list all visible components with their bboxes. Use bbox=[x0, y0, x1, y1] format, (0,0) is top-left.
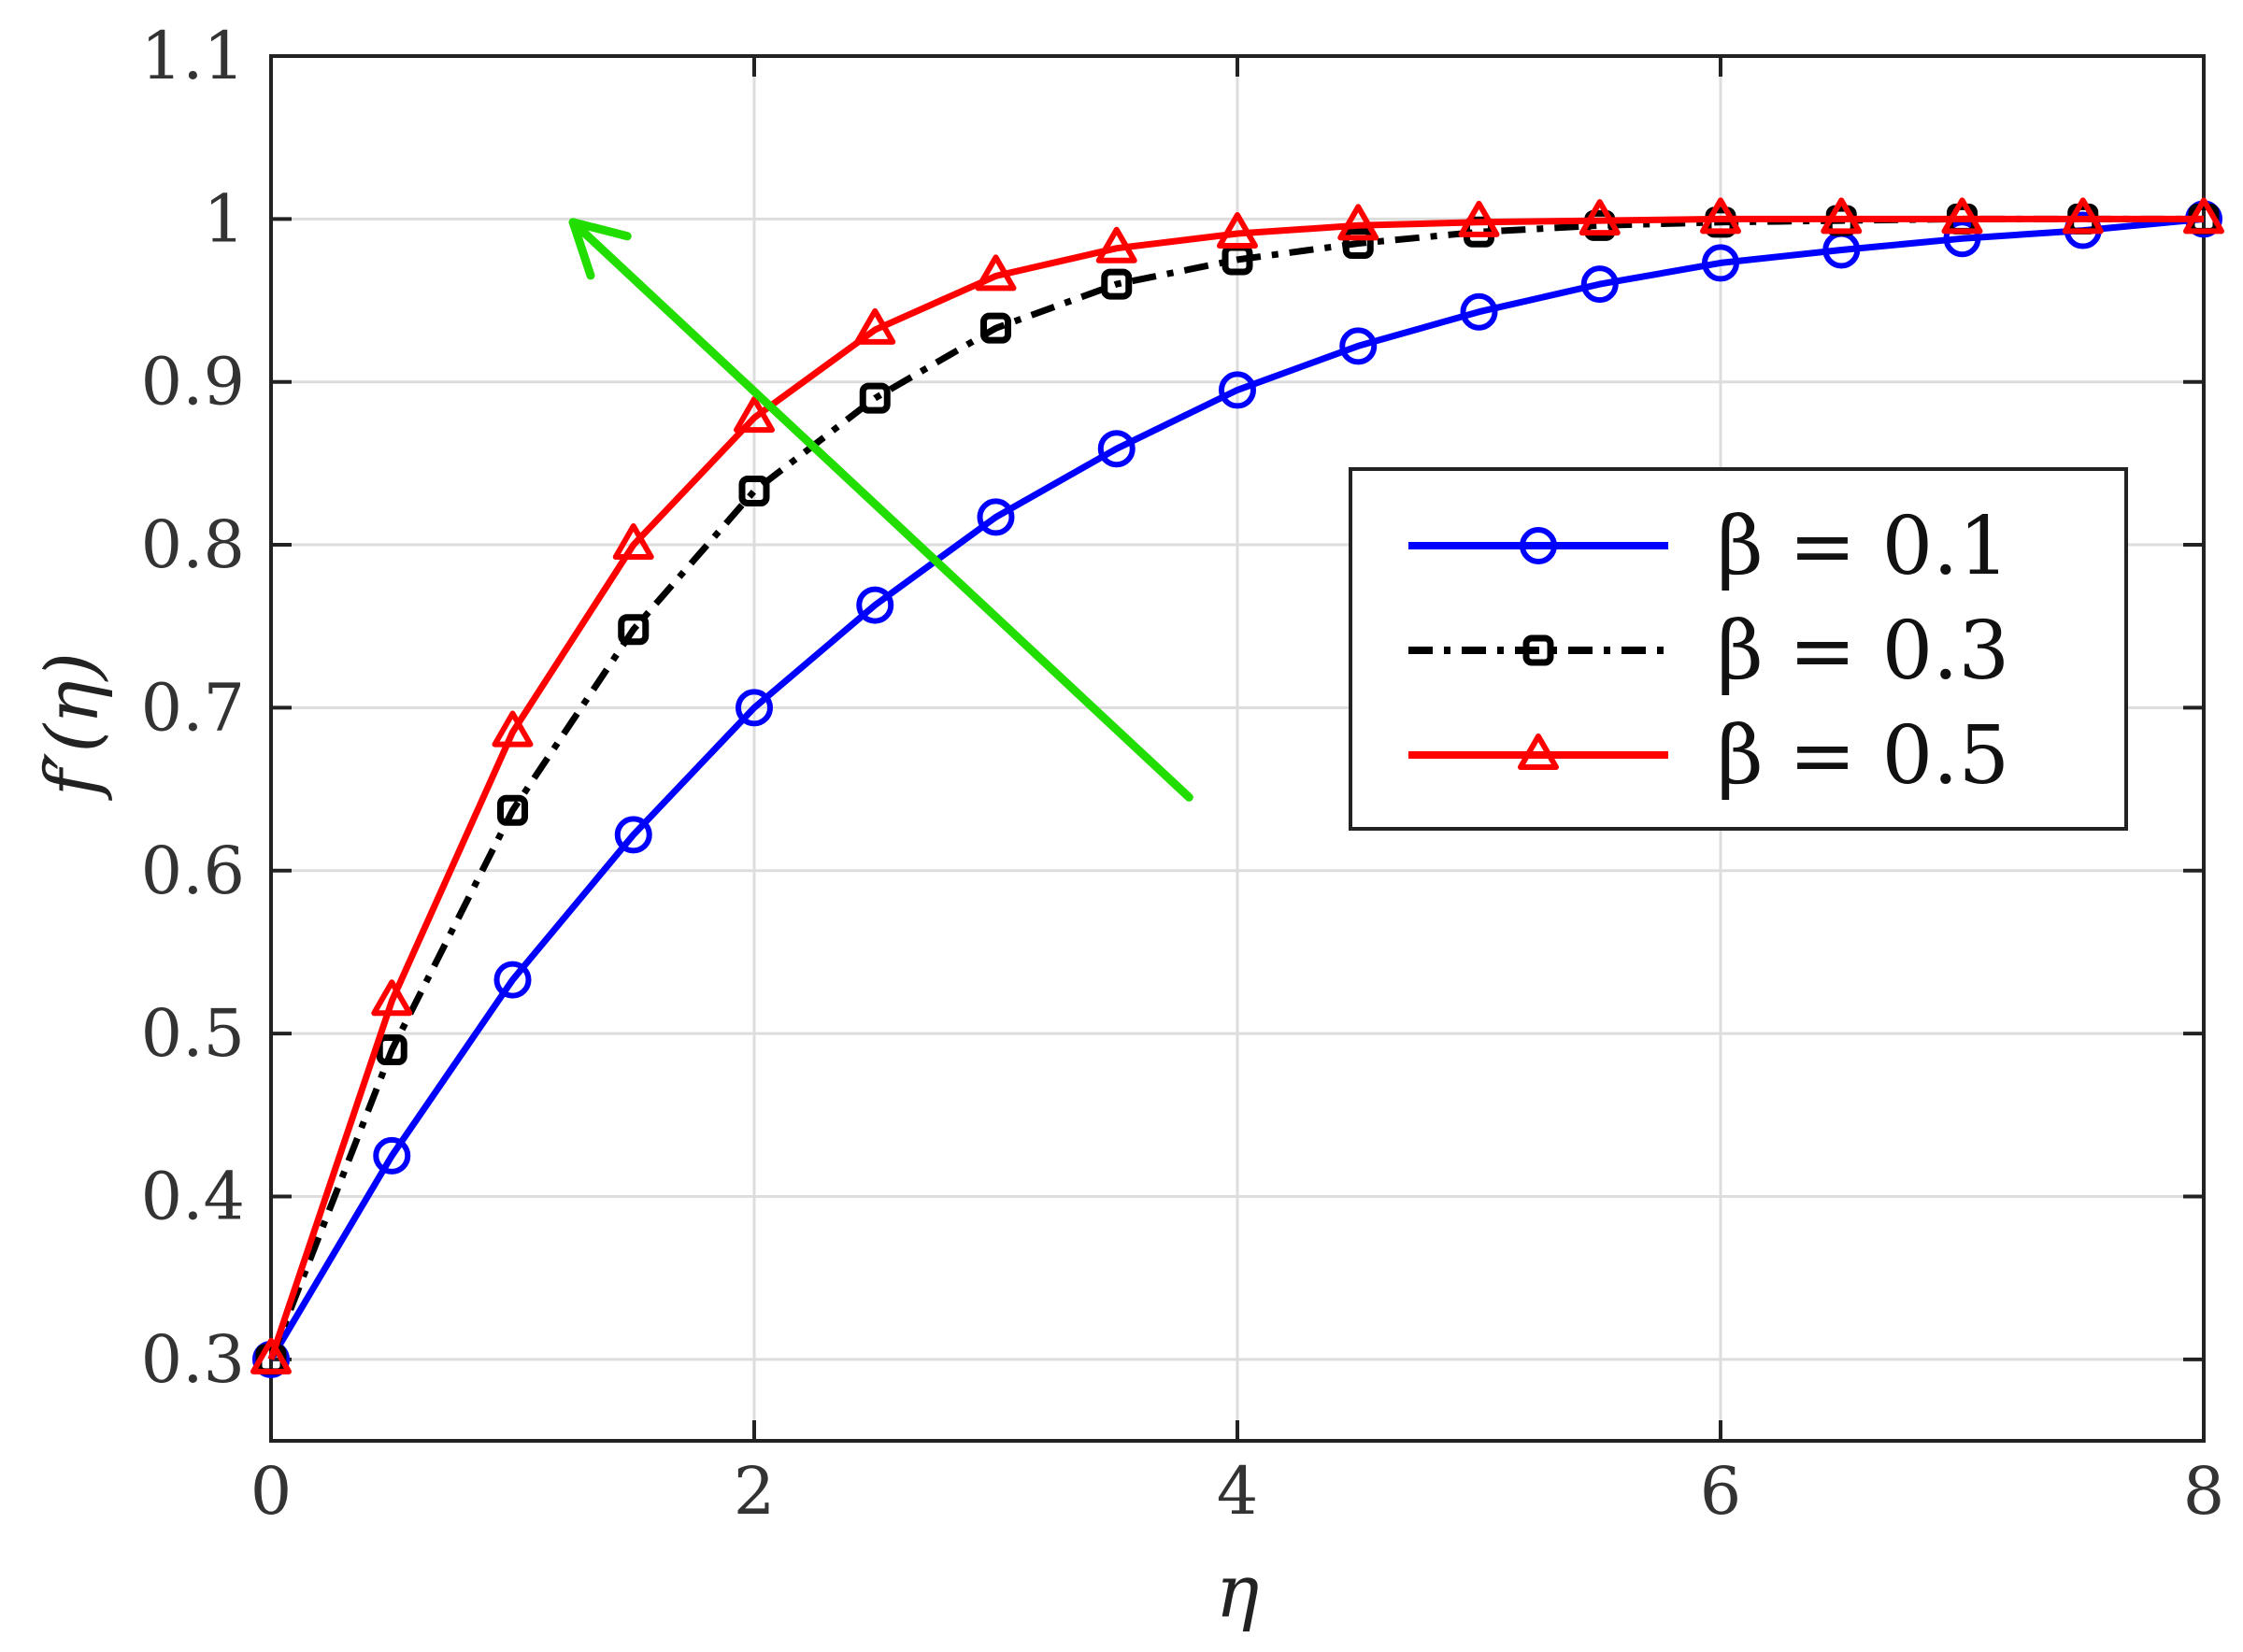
series-line bbox=[267, 215, 2204, 1360]
data-point bbox=[975, 254, 1017, 292]
data-point bbox=[1219, 371, 1256, 409]
ticks: 0 2 4 6 8 0.3 0.4 0.5 0.6 0.7 0.8 0.9 1 1.1 bbox=[141, 18, 2225, 1530]
data-point bbox=[734, 396, 775, 434]
legend-label: β = 0.3 bbox=[1717, 605, 2009, 698]
x-axis-label: η bbox=[1216, 1550, 1260, 1634]
data-point bbox=[373, 1136, 411, 1175]
legend-label: β = 0.5 bbox=[1717, 709, 2009, 803]
data-point bbox=[250, 1337, 292, 1374]
legend-item: β = 0.3 bbox=[1408, 605, 2009, 698]
y-tick-label: 0.6 bbox=[141, 833, 245, 909]
legend-item: β = 0.1 bbox=[1408, 500, 2009, 593]
series-3 bbox=[250, 197, 2224, 1374]
data-point bbox=[1458, 200, 1500, 237]
arrow-head bbox=[568, 218, 595, 280]
y-tick-label: 0.4 bbox=[141, 1158, 245, 1234]
y-tick-label: 0.7 bbox=[141, 669, 245, 746]
data-point bbox=[614, 816, 652, 854]
data-point bbox=[1460, 292, 1498, 331]
data-point bbox=[738, 476, 770, 507]
data-point bbox=[2062, 197, 2104, 235]
y-tick-label: 0.9 bbox=[141, 344, 245, 420]
y-tick-label: 0.3 bbox=[141, 1321, 245, 1398]
data-point bbox=[980, 312, 1011, 344]
data-point bbox=[736, 689, 773, 727]
data-point bbox=[371, 979, 413, 1017]
data-point bbox=[497, 794, 528, 826]
data-point bbox=[1339, 327, 1378, 365]
data-point bbox=[1941, 197, 1983, 235]
arrow-shaft bbox=[568, 218, 1193, 802]
data-point bbox=[1943, 220, 1981, 258]
annotation-layer bbox=[568, 218, 1193, 802]
y-tick-label: 0.8 bbox=[141, 506, 245, 583]
data-point bbox=[612, 523, 654, 561]
data-point bbox=[1101, 268, 1133, 300]
data-point bbox=[856, 586, 894, 624]
arrow-head bbox=[568, 218, 632, 241]
data-point bbox=[1702, 244, 1739, 282]
x-tick-label: 6 bbox=[1700, 1453, 1742, 1530]
data-point bbox=[492, 710, 534, 748]
data-point bbox=[2183, 197, 2224, 235]
data-point bbox=[1579, 199, 1621, 236]
data-point bbox=[1337, 204, 1379, 241]
legend: β = 0.1 β = 0.3 β = 0.5 bbox=[1349, 467, 2128, 831]
series-line bbox=[267, 215, 2205, 1361]
series-layer bbox=[250, 197, 2224, 1378]
data-point bbox=[1700, 197, 1741, 235]
data-point bbox=[1580, 265, 1619, 304]
x-tick-label: 8 bbox=[2183, 1453, 2225, 1530]
data-point bbox=[854, 307, 896, 345]
data-point bbox=[1217, 212, 1258, 249]
data-point bbox=[1095, 226, 1137, 263]
y-axis-label: f′(η) bbox=[31, 652, 115, 801]
x-tick-label: 2 bbox=[734, 1453, 776, 1530]
legend-marker bbox=[1522, 634, 1554, 666]
trend-arrow bbox=[568, 218, 1193, 802]
legend-label: β = 0.1 bbox=[1717, 500, 2009, 593]
data-point bbox=[376, 1034, 407, 1066]
legend-marker bbox=[1518, 733, 1559, 770]
data-point bbox=[618, 614, 650, 646]
data-point bbox=[1097, 430, 1136, 468]
data-point bbox=[493, 961, 532, 999]
legend-marker bbox=[1520, 527, 1557, 564]
x-tick-label: 0 bbox=[250, 1453, 293, 1530]
legend-item: β = 0.5 bbox=[1408, 709, 2009, 803]
data-point bbox=[859, 382, 891, 414]
data-point bbox=[1821, 197, 1863, 235]
y-tick-label: 1 bbox=[203, 180, 245, 257]
data-point bbox=[977, 498, 1015, 536]
y-tick-label: 0.5 bbox=[141, 995, 245, 1072]
x-tick-label: 4 bbox=[1217, 1453, 1259, 1530]
y-tick-label: 1.1 bbox=[141, 18, 245, 94]
data-point bbox=[1342, 228, 1374, 260]
